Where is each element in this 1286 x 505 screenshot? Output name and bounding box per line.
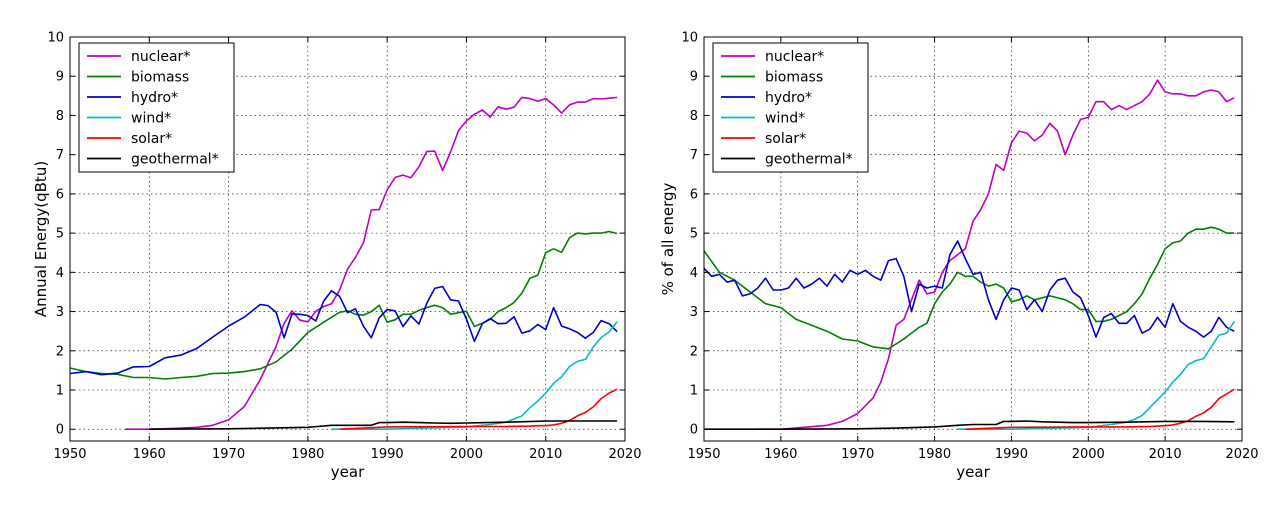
- series-line-hydro: [703, 240, 1235, 338]
- x-tick-label: 1960: [764, 447, 797, 462]
- legend-entry: wind*: [131, 111, 171, 127]
- x-tick-label: 2020: [1225, 447, 1258, 462]
- x-tick-label: 2000: [450, 447, 483, 462]
- x-tick-label: 1950: [687, 447, 720, 462]
- y-axis-label: Annual Energy(qBtu): [32, 161, 50, 317]
- legend-entry: solar*: [765, 131, 806, 147]
- y-tick-label: 8: [690, 109, 698, 124]
- x-tick-label: 2010: [1149, 447, 1182, 462]
- y-tick-label: 5: [56, 227, 64, 242]
- y-tick-label: 7: [56, 148, 64, 163]
- y-tick-label: 3: [690, 305, 698, 320]
- y-tick-label: 10: [47, 31, 64, 46]
- x-tick-label: 1950: [53, 447, 86, 462]
- y-tick-label: 6: [690, 187, 698, 202]
- x-tick-label: 1990: [995, 447, 1028, 462]
- y-tick-label: 0: [56, 423, 64, 438]
- legend-entry: solar*: [131, 131, 172, 147]
- legend: nuclear* biomass hydro* wind* solar* geotherm…: [78, 42, 235, 173]
- y-tick-label: 4: [690, 266, 698, 281]
- x-tick-label: 2000: [1072, 447, 1105, 462]
- series-line-wind: [957, 320, 1235, 431]
- legend-entry: biomass: [131, 70, 189, 86]
- series-line-biomass: [703, 226, 1235, 350]
- y-tick-label: 6: [56, 187, 64, 202]
- legend-entry: nuclear*: [131, 49, 190, 65]
- legend-box: [78, 42, 235, 173]
- series-line-solar: [965, 388, 1235, 430]
- series-line-solar: [339, 388, 618, 430]
- x-tick-label: 1970: [841, 447, 874, 462]
- y-tick-label: 8: [56, 109, 64, 124]
- y-axis-label: % of all energy: [659, 182, 677, 295]
- x-tick-label: 1990: [371, 447, 404, 462]
- legend: nuclear* biomass hydro* wind* solar* geotherm…: [712, 42, 869, 173]
- y-tick-label: 2: [56, 344, 64, 359]
- legend-entry: wind*: [765, 111, 805, 127]
- series-line-nuclear: [757, 79, 1235, 431]
- legend-entry: geothermal*: [765, 152, 853, 168]
- y-tick-label: 1: [56, 384, 64, 399]
- y-tick-label: 4: [56, 266, 64, 281]
- series-line-biomass: [69, 230, 618, 380]
- y-tick-label: 1: [690, 384, 698, 399]
- series-line-wind: [331, 321, 618, 431]
- x-tick-label: 1980: [918, 447, 951, 462]
- x-tick-label: 1970: [212, 447, 245, 462]
- chart-panel-annual-energy: 1950 1960 1970 1980 1990 2000 2010 2020 0 1 2 3 4 5 6 7…: [32, 31, 642, 482]
- x-tick-label: 2020: [608, 447, 641, 462]
- legend-entry: hydro*: [131, 90, 178, 106]
- y-tick-label: 10: [681, 31, 698, 46]
- y-tick-label: 5: [690, 227, 698, 242]
- y-tick-label: 2: [690, 344, 698, 359]
- y-tick-label: 9: [56, 70, 64, 85]
- legend-entry: hydro*: [765, 90, 812, 106]
- chart-panel-percent-energy: 1950 1960 1970 1980 1990 2000 2010 2020 0 1 2 3 4 5 6 7…: [659, 31, 1259, 482]
- y-tick-label: 9: [690, 70, 698, 85]
- y-tick-label: 0: [690, 423, 698, 438]
- x-axis-label: year: [331, 463, 365, 481]
- x-tick-label: 1980: [291, 447, 324, 462]
- series-line-nuclear: [125, 96, 618, 431]
- legend-entry: nuclear*: [765, 49, 824, 65]
- series-line-geothermal: [704, 420, 1235, 431]
- plot-frame: [69, 36, 626, 442]
- series-line-geothermal: [149, 420, 618, 431]
- x-tick-label: 1960: [133, 447, 166, 462]
- plot-frame: [703, 36, 1243, 442]
- x-axis-label: year: [956, 463, 990, 481]
- y-tick-label: 7: [690, 148, 698, 163]
- legend-entry: biomass: [765, 70, 823, 86]
- legend-box: [712, 42, 869, 173]
- x-tick-label: 2010: [529, 447, 562, 462]
- y-tick-label: 3: [56, 305, 64, 320]
- series-line-hydro: [69, 285, 618, 376]
- legend-entry: geothermal*: [131, 152, 219, 168]
